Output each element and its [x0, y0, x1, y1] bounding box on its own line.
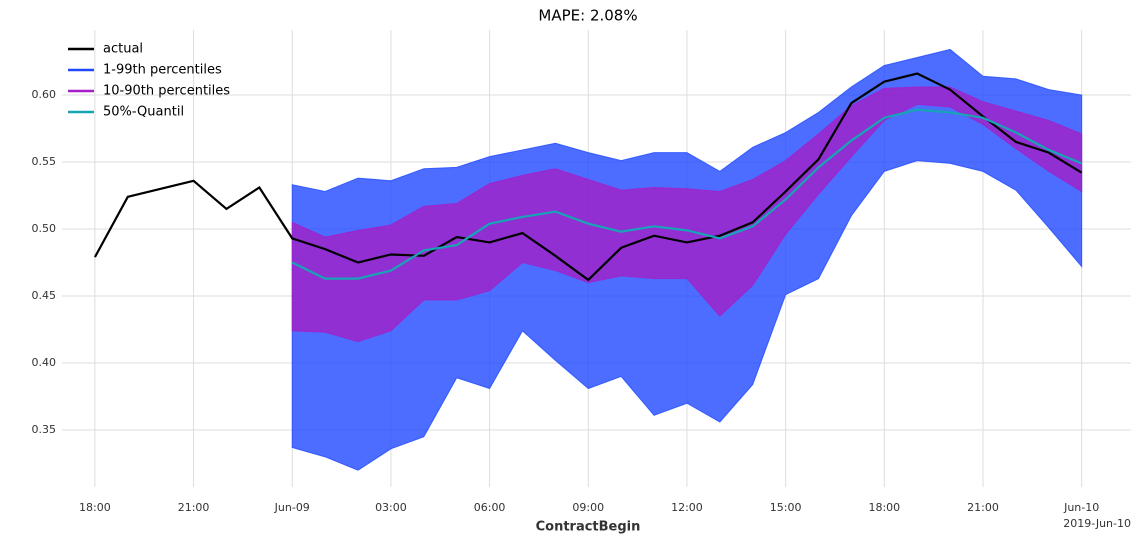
legend-label: 1-99th percentiles [103, 63, 222, 78]
x-tick-label: 18:00 [79, 501, 111, 514]
percentile-band [291, 86, 1083, 343]
x-tick-label: 15:00 [770, 501, 802, 514]
y-tick-label: 0.55 [32, 155, 57, 168]
y-tick-label: 0.40 [32, 356, 57, 369]
y-tick-label: 0.45 [32, 289, 57, 302]
x-tick-label: 18:00 [868, 501, 900, 514]
legend-label: actual [103, 42, 143, 57]
legend-label: 50%-Quantil [103, 105, 184, 120]
x-tick-label: 06:00 [474, 501, 506, 514]
x-offset-label: 2019-Jun-10 [1063, 517, 1131, 530]
x-tick-label: 09:00 [572, 501, 604, 514]
y-tick-label: 0.60 [32, 88, 57, 101]
x-tick-label: Jun-10 [1063, 501, 1099, 514]
series-line [291, 108, 1083, 280]
chart-title: MAPE: 2.08% [538, 7, 637, 25]
x-axis-label: ContractBegin [536, 520, 641, 535]
x-tick-label: Jun-09 [274, 501, 310, 514]
x-tick-label: 03:00 [375, 501, 407, 514]
x-tick-label: 21:00 [967, 501, 999, 514]
series-line [93, 72, 1083, 282]
x-tick-label: 12:00 [671, 501, 703, 514]
y-tick-label: 0.35 [32, 423, 57, 436]
x-tick-label: 21:00 [178, 501, 210, 514]
y-tick-label: 0.50 [32, 222, 57, 235]
legend-label: 10-90th percentiles [103, 84, 230, 99]
